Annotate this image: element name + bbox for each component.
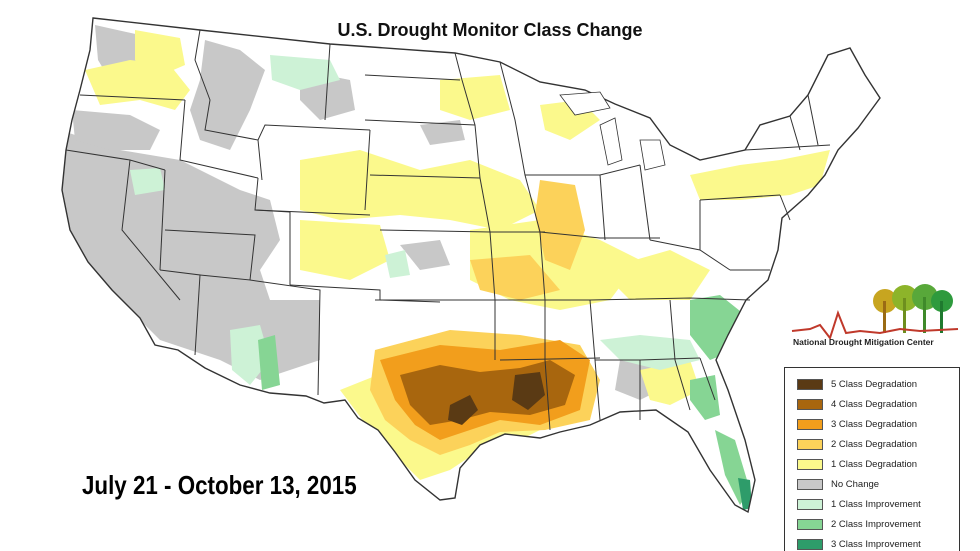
map-title: U.S. Drought Monitor Class Change [337, 20, 643, 40]
legend-label: 3 Class Degradation [831, 418, 918, 430]
legend-swatch [797, 378, 823, 390]
date-range: July 21 - October 13, 2015 [82, 470, 357, 500]
tree-icons [873, 284, 953, 333]
deg1-northeast [690, 150, 830, 200]
legend-swatch [797, 518, 823, 530]
legend-swatch [797, 418, 823, 430]
imp1-kansas [385, 250, 410, 278]
no-change-nd [420, 120, 465, 145]
legend-item: 1 Class Degradation [797, 458, 917, 470]
deg2-illinois [535, 180, 585, 270]
no-change-kansas [400, 240, 450, 270]
deg1-plains-north [300, 150, 540, 230]
legend-label: 2 Class Degradation [831, 438, 918, 450]
legend-item: 3 Class Improvement [797, 538, 921, 550]
imp2-nm [258, 335, 280, 390]
legend-item: 2 Class Degradation [797, 438, 917, 450]
legend: 5 Class Degradation 4 Class Degradation … [784, 367, 960, 551]
great-lakes [559, 91, 666, 171]
legend-swatch [797, 538, 823, 550]
deg5-texas [448, 395, 478, 425]
deg1-colorado [300, 220, 390, 280]
imp2-georgia [690, 375, 720, 420]
legend-swatch [797, 458, 823, 470]
deg1-ohio [600, 250, 710, 300]
legend-item: 2 Class Improvement [797, 518, 921, 530]
imp1-montana [270, 55, 340, 90]
legend-item: 1 Class Improvement [797, 498, 921, 510]
change-shading [62, 25, 830, 510]
legend-swatch [797, 498, 823, 510]
legend-item: 5 Class Degradation [797, 378, 917, 390]
legend-item: 3 Class Degradation [797, 418, 917, 430]
legend-label: 2 Class Improvement [831, 518, 921, 530]
drought-line-icon [791, 310, 959, 341]
legend-label: 1 Class Improvement [831, 498, 921, 510]
legend-label: 1 Class Degradation [831, 458, 918, 470]
ndmc-logo-text: National Drought Mitigation Center [793, 337, 934, 347]
legend-label: 4 Class Degradation [831, 398, 918, 410]
legend-swatch [797, 398, 823, 410]
legend-swatch [797, 478, 823, 490]
deg1-dakota [440, 75, 510, 120]
imp3-florida [738, 478, 752, 510]
deg5-louisiana [512, 372, 545, 410]
legend-item: 4 Class Degradation [797, 398, 917, 410]
no-change-west [62, 130, 320, 380]
deg1-washington [135, 30, 185, 80]
legend-label: 3 Class Improvement [831, 538, 921, 550]
state-borders [61, 17, 881, 514]
no-change-idaho [190, 40, 265, 150]
legend-swatch [797, 438, 823, 450]
legend-label: 5 Class Degradation [831, 378, 918, 390]
ndmc-logo [791, 284, 959, 341]
legend-label: No Change [831, 478, 880, 490]
no-change-oregon [72, 110, 160, 150]
legend-item: No Change [797, 478, 879, 490]
imp1-nevada [130, 168, 165, 195]
